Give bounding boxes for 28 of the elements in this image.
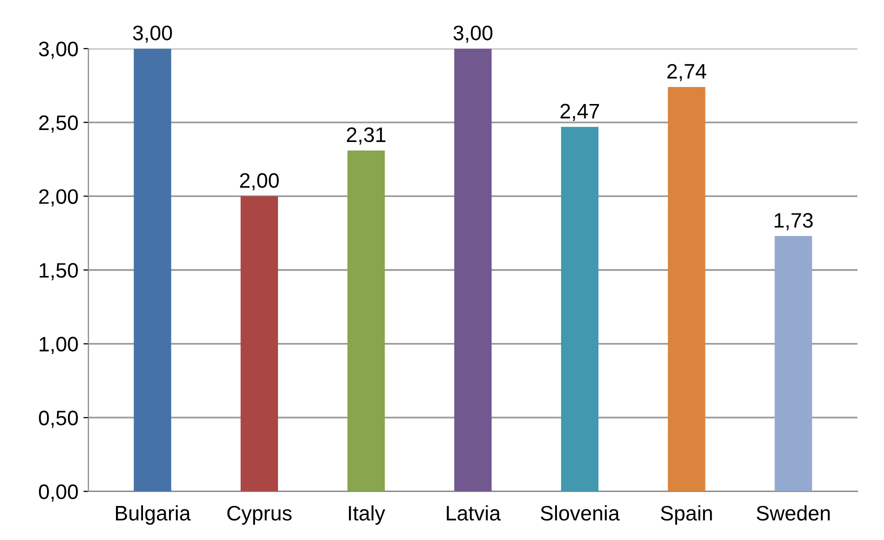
bar: [561, 126, 598, 492]
y-tick-label: 3,00: [38, 42, 78, 59]
y-tick-label: 0,00: [38, 484, 78, 502]
data-label: 2,74: [667, 64, 706, 82]
x-tick-label: Cyprus: [227, 506, 292, 525]
bar: [774, 236, 812, 492]
data-label: 2,00: [240, 173, 279, 190]
x-tick-label: Latvia: [446, 505, 501, 521]
bar: [454, 48, 492, 492]
data-label: 2,47: [560, 104, 599, 122]
bar: [668, 86, 706, 492]
y-tick-label: 1,50: [40, 263, 78, 280]
y-tick-label: 0,50: [38, 410, 78, 428]
data-label: 3,00: [453, 26, 492, 43]
bar: [240, 196, 278, 492]
y-tick-label: 2,50: [39, 115, 78, 133]
data-label: 2,31: [346, 127, 386, 145]
x-tick-label: Sweden: [756, 505, 830, 521]
bar: [134, 48, 172, 492]
y-tick-label: 1,00: [40, 336, 78, 354]
data-label: 1,73: [774, 213, 813, 230]
y-tick-label: 2,00: [39, 189, 78, 206]
x-tick-label: Italy: [348, 505, 386, 525]
bar: [347, 150, 385, 492]
data-label: 3,00: [133, 26, 172, 43]
x-tick-label: Bulgaria: [116, 505, 191, 525]
x-tick-label: Spain: [660, 505, 712, 525]
x-tick-label: Slovenia: [540, 505, 620, 521]
